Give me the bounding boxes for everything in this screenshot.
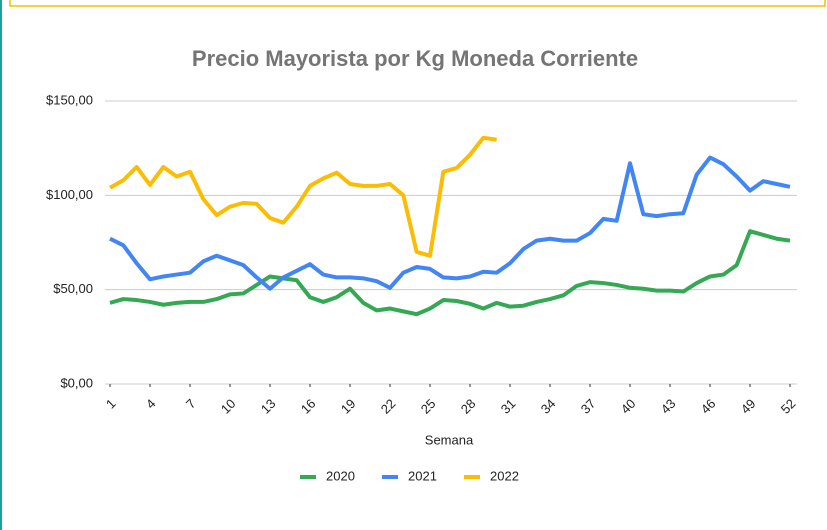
y-tick-label: $150,00 bbox=[46, 92, 93, 107]
x-axis-label: Semana bbox=[425, 432, 474, 447]
series-line bbox=[109, 155, 791, 291]
legend-label: 2021 bbox=[408, 468, 437, 483]
y-tick-label: $0,00 bbox=[60, 375, 93, 390]
series-line bbox=[109, 135, 497, 258]
legend-label: 2022 bbox=[490, 468, 519, 483]
series-line bbox=[109, 229, 791, 317]
y-tick-label: $50,00 bbox=[53, 281, 93, 296]
y-tick-label: $100,00 bbox=[46, 187, 93, 202]
chart-title: Precio Mayorista por Kg Moneda Corriente bbox=[192, 46, 638, 71]
frame-top bbox=[9, 0, 826, 7]
legend-label: 2020 bbox=[326, 468, 355, 483]
